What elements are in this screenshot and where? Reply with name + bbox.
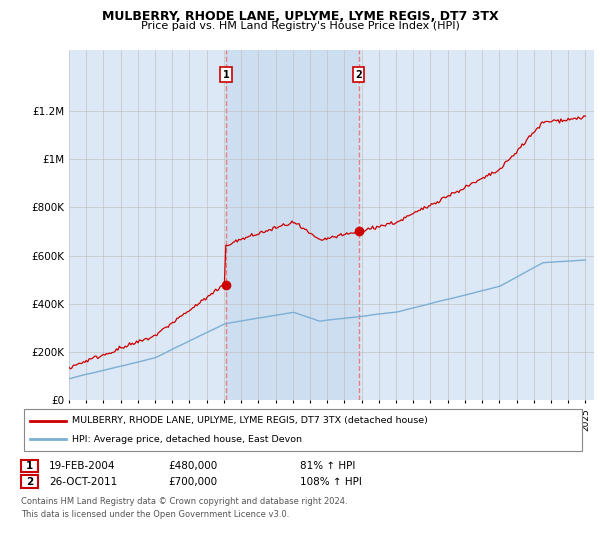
- Text: 2: 2: [355, 70, 362, 80]
- Text: £480,000: £480,000: [168, 461, 217, 471]
- Text: MULBERRY, RHODE LANE, UPLYME, LYME REGIS, DT7 3TX: MULBERRY, RHODE LANE, UPLYME, LYME REGIS…: [101, 10, 499, 23]
- Text: 19-FEB-2004: 19-FEB-2004: [49, 461, 116, 471]
- Text: Contains HM Land Registry data © Crown copyright and database right 2024.
This d: Contains HM Land Registry data © Crown c…: [21, 497, 347, 519]
- Bar: [226, 50, 359, 400]
- Text: 1: 1: [26, 461, 33, 471]
- Text: 81% ↑ HPI: 81% ↑ HPI: [300, 461, 355, 471]
- Text: 2: 2: [26, 477, 33, 487]
- Text: Price paid vs. HM Land Registry's House Price Index (HPI): Price paid vs. HM Land Registry's House …: [140, 21, 460, 31]
- Text: 108% ↑ HPI: 108% ↑ HPI: [300, 477, 362, 487]
- Text: 1: 1: [223, 70, 230, 80]
- Text: MULBERRY, RHODE LANE, UPLYME, LYME REGIS, DT7 3TX (detached house): MULBERRY, RHODE LANE, UPLYME, LYME REGIS…: [72, 416, 428, 425]
- Text: HPI: Average price, detached house, East Devon: HPI: Average price, detached house, East…: [72, 435, 302, 444]
- Text: £700,000: £700,000: [168, 477, 217, 487]
- Text: 26-OCT-2011: 26-OCT-2011: [49, 477, 118, 487]
